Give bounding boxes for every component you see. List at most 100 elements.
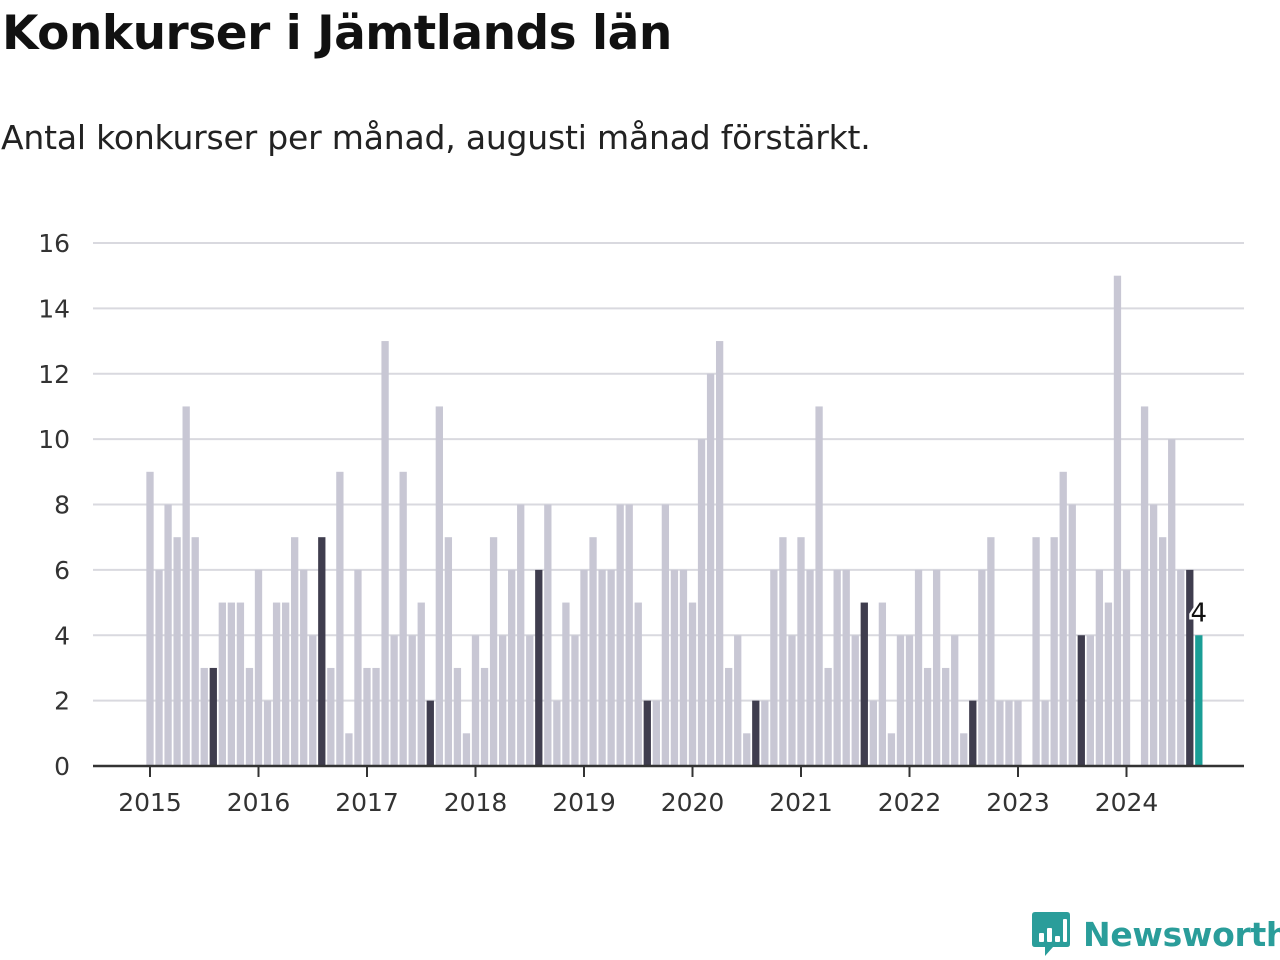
bar	[905, 635, 914, 766]
bar	[191, 537, 199, 766]
x-tick-label: 2020	[661, 788, 725, 817]
bar	[535, 569, 543, 766]
bar	[435, 406, 443, 766]
bar	[390, 635, 398, 766]
bar	[345, 733, 353, 766]
bar	[571, 635, 579, 766]
bar	[444, 537, 453, 766]
bar	[661, 504, 670, 766]
bar	[869, 700, 877, 766]
bar	[1032, 537, 1040, 766]
bar	[1168, 439, 1176, 766]
bar	[1113, 275, 1122, 766]
bar	[851, 635, 859, 766]
bar	[254, 569, 263, 766]
bar	[652, 700, 660, 766]
bar	[200, 667, 208, 766]
bar	[625, 504, 633, 766]
bar	[327, 667, 335, 766]
bar	[453, 667, 462, 766]
bar	[932, 569, 941, 766]
bar	[363, 667, 371, 766]
x-tick-label: 2022	[878, 788, 942, 817]
data-labels: 4	[1188, 596, 1210, 631]
brand-name: Newsworthy	[1083, 914, 1280, 954]
x-tick-label: 2024	[1095, 788, 1159, 817]
bar	[1195, 635, 1203, 766]
bar	[1177, 569, 1185, 766]
chart-title: Konkurser i Jämtlands län	[2, 6, 672, 61]
bar	[1140, 406, 1149, 766]
bar	[417, 602, 425, 766]
bar	[553, 700, 561, 766]
bar	[951, 635, 959, 766]
x-tick-label: 2018	[444, 788, 508, 817]
bar	[607, 569, 615, 766]
bar	[670, 569, 679, 766]
bar	[923, 667, 932, 766]
bar	[706, 373, 715, 766]
bar	[797, 537, 805, 766]
newsworthy-logo-icon	[1032, 912, 1070, 956]
bar	[480, 667, 489, 766]
bar	[1159, 537, 1167, 766]
bar	[806, 569, 814, 766]
bar	[164, 504, 172, 766]
bar	[616, 504, 624, 766]
bar	[300, 569, 308, 766]
bar	[842, 569, 850, 766]
bar	[1104, 602, 1113, 766]
bar	[1014, 700, 1022, 766]
bar	[634, 602, 642, 766]
bar	[833, 569, 841, 766]
bar	[914, 569, 923, 766]
bar	[688, 602, 697, 766]
bar	[462, 733, 471, 766]
bar	[824, 667, 832, 766]
bar	[987, 537, 995, 766]
bar	[146, 471, 154, 766]
y-tick-label: 4	[54, 621, 70, 650]
bar	[408, 635, 416, 766]
bar	[752, 700, 760, 766]
bar	[788, 635, 796, 766]
bar	[580, 569, 588, 766]
bar	[309, 635, 317, 766]
x-tick-label: 2017	[335, 788, 399, 817]
bar	[942, 667, 950, 766]
x-tick-label: 2015	[118, 788, 182, 817]
bar	[218, 602, 226, 766]
bar	[978, 569, 986, 766]
bar	[679, 569, 688, 766]
bar	[589, 537, 597, 766]
bar	[471, 635, 480, 766]
bar	[236, 602, 245, 766]
bar	[281, 602, 290, 766]
x-axis: 2015 2016 2017 2018 2019 2020 2021 2022 2023 2024	[93, 764, 1244, 817]
bar	[381, 341, 389, 766]
bar	[643, 700, 651, 766]
bar	[498, 635, 507, 766]
bar	[1005, 700, 1013, 766]
bar	[209, 667, 217, 766]
bar	[272, 602, 281, 766]
y-tick-label: 16	[38, 229, 70, 258]
bar	[960, 733, 968, 766]
x-tick-label: 2016	[227, 788, 291, 817]
y-tick-label: 8	[54, 491, 70, 520]
bar	[318, 537, 326, 766]
bar	[182, 406, 190, 766]
bar	[245, 667, 254, 766]
chart-subtitle: Antal konkurser per månad, augusti månad…	[1, 118, 871, 157]
bar	[860, 602, 868, 766]
bar	[336, 471, 344, 766]
bar	[1050, 537, 1058, 766]
bar	[878, 602, 887, 766]
y-tick-label: 10	[38, 425, 70, 454]
bar	[1186, 569, 1194, 766]
bar	[887, 733, 896, 766]
bar	[996, 700, 1004, 766]
y-tick-label: 2	[54, 687, 70, 716]
bar	[354, 569, 362, 766]
